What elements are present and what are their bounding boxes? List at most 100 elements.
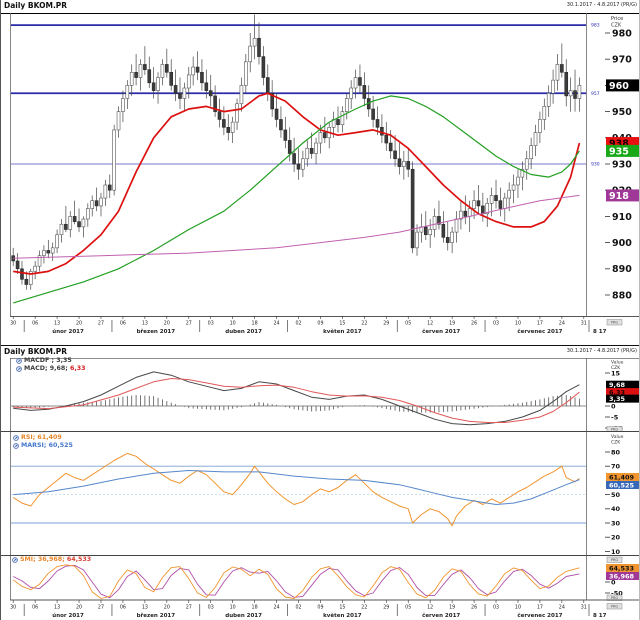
candle <box>252 37 257 47</box>
axis-title: Price <box>611 16 623 22</box>
macd-labels: MACDF ; 3,35 MACD; 9,68; 6,33 <box>16 357 86 373</box>
month-label: červen 2017 <box>422 612 460 619</box>
candle <box>410 168 415 249</box>
candle <box>423 226 428 236</box>
candle <box>437 216 441 225</box>
candle <box>103 184 108 199</box>
prg-chip[interactable]: PRG <box>606 426 623 433</box>
candle <box>340 111 345 125</box>
candle <box>279 119 283 131</box>
candle <box>72 216 77 222</box>
candle <box>384 134 389 144</box>
candle <box>156 77 160 91</box>
candle <box>344 98 349 112</box>
day-label: 13 <box>54 321 60 327</box>
rsi-labels: RSI; 61,409 MARSI; 60,525 <box>13 434 73 450</box>
axis-badge: 918 <box>606 189 639 202</box>
candle <box>134 71 138 78</box>
day-label: 24 <box>559 321 565 327</box>
candle <box>129 71 134 86</box>
candle <box>165 64 169 73</box>
candle <box>94 200 99 207</box>
axis-badge-label: 64,533 <box>609 564 634 572</box>
marsi-value-label: MARSI; 60,525 <box>21 442 73 449</box>
candle <box>533 132 538 146</box>
axis-tick-label: 900 <box>612 238 632 249</box>
axis-tick-label: 40 <box>611 505 621 513</box>
candle <box>121 98 125 112</box>
candle <box>169 71 174 86</box>
day-label: 29 <box>383 605 389 611</box>
axis-badge: 6,33 <box>606 388 639 396</box>
indicator-icon[interactable] <box>13 435 19 441</box>
candle <box>551 79 555 94</box>
candle <box>375 119 380 128</box>
candle <box>467 208 472 217</box>
candle <box>42 250 46 257</box>
candle <box>248 45 253 63</box>
prg-chip[interactable]: PRG <box>606 594 623 601</box>
axis-badge: 60,525 <box>606 481 639 489</box>
prg-chip-label: PRG <box>611 428 619 432</box>
day-label: 06 <box>120 605 126 611</box>
candle <box>15 260 20 270</box>
indicator-icon[interactable] <box>12 557 18 563</box>
candle <box>151 82 156 91</box>
candle <box>309 147 314 154</box>
candle <box>143 64 147 70</box>
axis-unit: CZK <box>611 365 621 371</box>
axis-badge: 64,533 <box>606 564 639 572</box>
day-label: 03 <box>208 605 214 611</box>
axis-tick-label: 80 <box>611 448 621 456</box>
candle <box>226 127 231 133</box>
axis-badge-label: 36,968 <box>609 572 635 580</box>
axis-tick-label: -5 <box>611 413 619 421</box>
prg-chip[interactable]: PRG <box>606 603 623 610</box>
axis-badge-label: 3,35 <box>609 395 626 403</box>
day-label: 09 <box>317 321 323 327</box>
day-label: 30 <box>10 321 16 327</box>
candle <box>560 64 564 73</box>
day-label: 26 <box>471 605 477 611</box>
day-label: 26 <box>471 321 477 327</box>
axis-badge: 960 <box>606 79 639 92</box>
day-label: 18 <box>252 605 258 611</box>
candle <box>24 278 29 285</box>
month-label: březen 2017 <box>137 328 176 335</box>
axis-title: Value <box>611 434 624 440</box>
day-label: 10 <box>230 321 236 327</box>
candle <box>573 90 577 99</box>
candle <box>511 184 516 191</box>
day-label: 10 <box>230 605 236 611</box>
candle <box>20 268 24 280</box>
candle <box>217 111 222 120</box>
prg-chip[interactable]: PRG <box>606 319 623 326</box>
candle <box>406 161 411 170</box>
rsi-value-label: RSI; 61,409 <box>21 434 62 441</box>
candles-layer <box>11 14 582 290</box>
candle <box>415 231 419 249</box>
day-label: 27 <box>98 321 104 327</box>
day-label: 20 <box>76 321 82 327</box>
indicator-icon[interactable] <box>16 358 22 364</box>
price-chart[interactable]: 983957930PriceCZK98097096095094093092091… <box>1 13 640 345</box>
candle <box>213 95 217 112</box>
candle <box>454 218 459 233</box>
day-label: 05 <box>405 605 411 611</box>
month-label: únor 2017 <box>52 612 84 619</box>
axis-badge: 61,409 <box>606 473 639 481</box>
indicator-icon[interactable] <box>13 443 19 449</box>
candle <box>99 197 103 207</box>
candle <box>393 150 397 160</box>
candle <box>230 121 235 133</box>
day-label: 24 <box>273 605 279 611</box>
axis-badge-label: 938 <box>609 138 629 149</box>
prg-chip[interactable]: PRG <box>606 556 623 563</box>
candle <box>445 237 450 243</box>
candle <box>380 127 384 136</box>
candle <box>555 64 560 81</box>
indicator-icon[interactable] <box>16 366 22 372</box>
